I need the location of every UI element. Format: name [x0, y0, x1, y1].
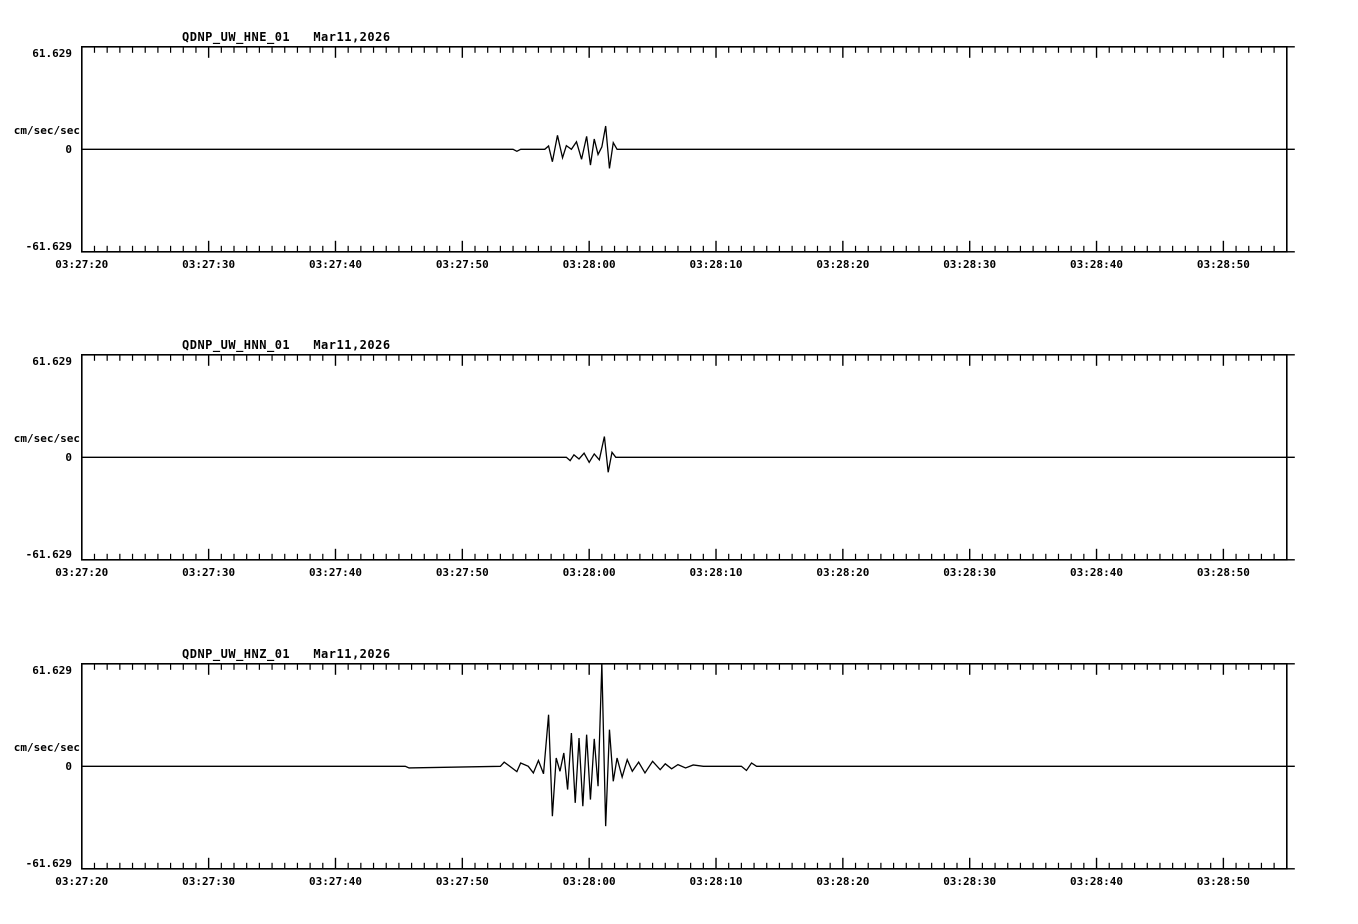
x-axis-tick-label: 03:28:10 [689, 258, 743, 271]
x-axis-tick-label: 03:28:40 [1070, 258, 1124, 271]
x-axis-tick-label: 03:28:00 [562, 875, 616, 888]
x-axis-ticks-bottom-hnn [81, 548, 1288, 560]
x-axis-tick-label: 03:27:20 [55, 258, 109, 271]
y-axis-min-label-hnn: -61.629 [25, 548, 72, 561]
x-axis-tick-label: 03:28:20 [816, 566, 870, 579]
plot-area-hnn [81, 354, 1295, 561]
x-axis-ticks-top-hnz [81, 663, 1288, 675]
seismogram-panel-hnz: QDNP_UW_HNZ_01 Mar11,2026 61.629 cm/sec/… [0, 617, 1358, 917]
x-axis-tick-label: 03:28:10 [689, 566, 743, 579]
x-axis-tick-label: 03:27:30 [182, 258, 236, 271]
x-axis-tick-label: 03:27:40 [308, 875, 362, 888]
x-axis-tick-label: 03:28:10 [689, 875, 743, 888]
x-axis-tick-label: 03:27:20 [55, 875, 109, 888]
y-axis-units-label-hne: cm/sec/sec [13, 124, 80, 137]
x-axis-ticks-top-hne [81, 46, 1288, 58]
x-axis-tick-label: 03:28:40 [1070, 875, 1124, 888]
plot-area-hne [81, 46, 1295, 253]
panel-title-hnn: QDNP_UW_HNN_01 Mar11,2026 [182, 338, 391, 352]
x-axis-tick-label: 03:28:50 [1196, 875, 1250, 888]
x-axis-tick-label: 03:27:30 [182, 875, 236, 888]
x-axis-tick-label: 03:28:50 [1196, 566, 1250, 579]
x-axis-tick-label: 03:28:00 [562, 566, 616, 579]
x-axis-labels-hne: 03:27:20 03:27:30 03:27:40 03:27:50 03:28:00… [0, 258, 1358, 278]
waveform-trace-hnz [81, 663, 1287, 827]
x-axis-tick-label: 03:28:30 [943, 258, 997, 271]
y-axis-ticks-hnn [81, 354, 1295, 561]
x-axis-tick-label: 03:27:50 [435, 258, 489, 271]
x-axis-ticks-top-hnn [81, 354, 1288, 366]
seismogram-panel-hnn: QDNP_UW_HNN_01 Mar11,2026 61.629 cm/sec/… [0, 308, 1358, 598]
x-axis-tick-label: 03:27:20 [55, 566, 109, 579]
y-axis-max-label-hne: 61.629 [32, 47, 72, 60]
x-axis-tick-label: 03:27:50 [435, 566, 489, 579]
y-axis-units-label-hnz: cm/sec/sec [13, 741, 80, 754]
plot-area-hnz [81, 663, 1295, 870]
x-axis-labels-hnn: 03:27:20 03:27:30 03:27:40 03:27:50 03:28:00… [0, 566, 1358, 586]
y-axis-units-label-hnn: cm/sec/sec [13, 432, 80, 445]
x-axis-tick-label: 03:28:20 [816, 258, 870, 271]
waveform-trace-hnn [81, 436, 1287, 473]
waveform-trace-hne [81, 125, 1287, 169]
y-axis-zero-label-hnz: 0 [65, 760, 72, 773]
x-axis-tick-label: 03:27:30 [182, 566, 236, 579]
x-axis-tick-label: 03:27:40 [308, 566, 362, 579]
y-axis-min-label-hne: -61.629 [25, 240, 72, 253]
y-axis-max-label-hnn: 61.629 [32, 355, 72, 368]
x-axis-labels-hnz: 03:27:20 03:27:30 03:27:40 03:27:50 03:28:00… [0, 875, 1358, 895]
x-axis-tick-label: 03:28:30 [943, 566, 997, 579]
x-axis-tick-label: 03:28:00 [562, 258, 616, 271]
x-axis-tick-label: 03:28:50 [1196, 258, 1250, 271]
y-axis-max-label-hnz: 61.629 [32, 664, 72, 677]
y-axis-zero-label-hne: 0 [65, 143, 72, 156]
x-axis-tick-label: 03:27:40 [308, 258, 362, 271]
y-axis-zero-label-hnn: 0 [65, 451, 72, 464]
x-axis-tick-label: 03:28:20 [816, 875, 870, 888]
y-axis-ticks-hnz [81, 663, 1295, 870]
x-axis-tick-label: 03:28:40 [1070, 566, 1124, 579]
y-axis-ticks-hne [81, 46, 1295, 253]
panel-title-hnz: QDNP_UW_HNZ_01 Mar11,2026 [182, 647, 391, 661]
x-axis-tick-label: 03:28:30 [943, 875, 997, 888]
x-axis-ticks-bottom-hne [81, 240, 1288, 252]
y-axis-min-label-hnz: -61.629 [25, 857, 72, 870]
x-axis-tick-label: 03:27:50 [435, 875, 489, 888]
x-axis-ticks-bottom-hnz [81, 857, 1288, 869]
seismogram-panel-hne: QDNP_UW_HNE_01 Mar11,2026 61.629 cm/sec/… [0, 0, 1358, 290]
panel-title-hne: QDNP_UW_HNE_01 Mar11,2026 [182, 30, 391, 44]
